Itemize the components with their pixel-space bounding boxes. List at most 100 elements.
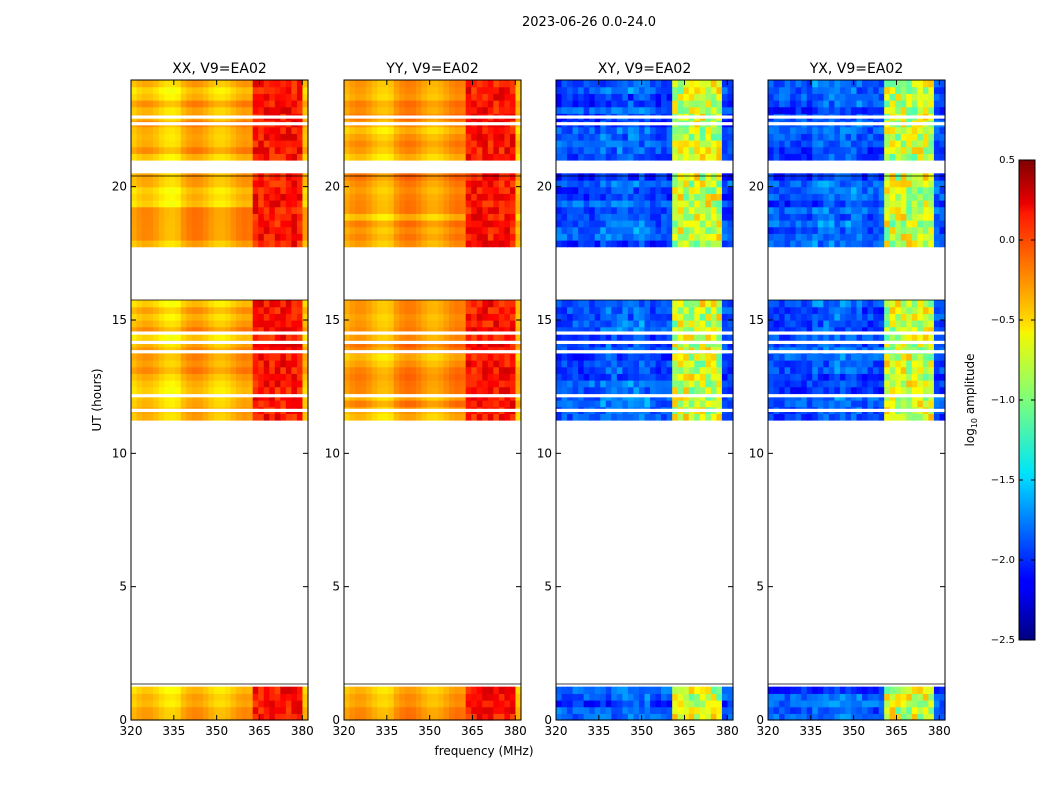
heatmap-cell [645,220,651,227]
heatmap-cell [711,387,717,394]
heatmap-cell [578,387,584,394]
heatmap-cell [711,193,717,200]
heatmap-cell [269,107,275,114]
heatmap-cell [466,87,472,94]
heatmap-cell [600,700,606,707]
heatmap-cell [377,300,383,307]
heatmap-cell [851,413,857,420]
heatmap-cell [264,220,270,227]
heatmap-cell [840,413,846,420]
heatmap-cell [667,360,673,367]
heatmap-cell [220,240,226,247]
heatmap-cell [192,193,198,200]
heatmap-cell [192,93,198,100]
heatmap-cell [510,107,516,114]
heatmap-cell [493,80,499,87]
heatmap-cell [667,387,673,394]
heatmap-cell [427,133,433,140]
heatmap-cell [421,313,427,320]
heatmap-cell [595,80,601,87]
heatmap-cell [236,380,242,387]
heatmap-cell [488,353,494,360]
heatmap-cell [399,80,405,87]
heatmap-cell [361,307,367,314]
heatmap-cell [504,240,510,247]
heatmap-cell [269,140,275,147]
heatmap-cell [611,373,617,380]
heatmap-cell [225,193,231,200]
heatmap-cell [901,707,907,714]
heatmap-cell [493,387,499,394]
heatmap-cell [444,700,450,707]
heatmap-cell [291,353,297,360]
heatmap-cell [297,127,303,134]
heatmap-cell [488,147,494,154]
heatmap-cell [383,180,389,187]
heatmap-cell [705,107,711,114]
heatmap-cell [650,173,656,180]
heatmap-cell [383,353,389,360]
heatmap-cell [350,387,356,394]
heatmap-cell [622,240,628,247]
heatmap-cell [689,400,695,407]
heatmap-cell [242,140,248,147]
heatmap-cell [667,127,673,134]
heatmap-cell [600,313,606,320]
heatmap-cell [672,300,678,307]
heatmap-cell [170,400,176,407]
heatmap-cell [906,373,912,380]
heatmap-cell [137,140,143,147]
heatmap-cell [186,93,192,100]
heatmap-cell [471,100,477,107]
flagged-row [131,122,308,125]
heatmap-cell [153,400,159,407]
heatmap-cell [355,687,361,694]
heatmap-cell [449,140,455,147]
heatmap-cell [280,147,286,154]
heatmap-cell [796,373,802,380]
heatmap-cell [488,173,494,180]
heatmap-cell [214,227,220,234]
heatmap-cell [148,180,154,187]
heatmap-cell [633,687,639,694]
heatmap-cell [344,300,350,307]
heatmap-cell [242,220,248,227]
heatmap-cell [857,400,863,407]
heatmap-cell [477,187,483,194]
heatmap-cell [477,80,483,87]
heatmap-cell [694,413,700,420]
heatmap-cell [471,107,477,114]
heatmap-cell [153,700,159,707]
heatmap-cell [181,213,187,220]
heatmap-cell [247,707,253,714]
heatmap-cell [366,693,372,700]
heatmap-cell [433,193,439,200]
heatmap-cell [790,700,796,707]
heatmap-cell [142,353,148,360]
heatmap-cell [164,227,170,234]
heatmap-cell [449,193,455,200]
heatmap-cell [410,220,416,227]
heatmap-cell [220,80,226,87]
heatmap-cell [394,300,400,307]
heatmap-cell [258,187,264,194]
heatmap-cell [672,387,678,394]
heatmap-cell [297,220,303,227]
heatmap-cell [399,367,405,374]
heatmap-cell [186,413,192,420]
heatmap-cell [350,187,356,194]
x-tick-label: 365 [248,724,271,738]
heatmap-cell [366,220,372,227]
heatmap-cell [242,687,248,694]
heatmap-cell [366,153,372,160]
heatmap-cell [460,127,466,134]
heatmap-cell [355,193,361,200]
heatmap-cell [689,180,695,187]
heatmap-cell [153,193,159,200]
heatmap-cell [488,367,494,374]
heatmap-cell [455,693,461,700]
heatmap-cell [667,300,673,307]
heatmap-cell [700,107,706,114]
heatmap-cell [633,373,639,380]
heatmap-cell [186,367,192,374]
